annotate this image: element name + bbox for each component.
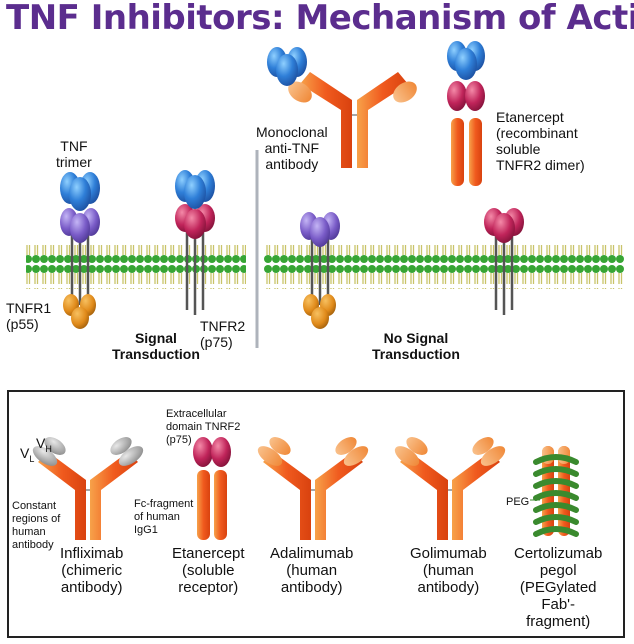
signal-transduction-label: Signal Transduction [112,330,200,362]
tnfr2-unbound [484,208,524,315]
certolizumab-name: Certolizumab pegol (PEGylated Fab'- frag… [514,545,603,630]
infliximab-molecule [32,437,144,540]
vh-subscript: H [45,443,52,454]
extracellular-label: Extracellular domain TNRF2 (p75) [166,408,241,446]
peg-label: PEG [506,496,530,508]
vl-letter: V [20,445,30,461]
monoclonal-label: Monoclonal anti-TNF antibody [256,124,328,172]
fc-fragment-label: Fc-fragment of human IgG1 [134,498,194,536]
golimumab-molecule [394,437,506,540]
tnf-trimer-label: TNF trimer [56,138,92,170]
drug-structures-panel [7,390,625,638]
cell-membrane-right [264,245,624,289]
constant-regions-label: Constant regions of human antibody [12,500,61,551]
etanercept-name: Etanercept (soluble receptor) [172,545,245,596]
infliximab-name: Infliximab (chimeric antibody) [60,545,124,596]
etanercept-bound [447,41,485,186]
tnfr1-unbound [300,212,340,329]
tnfr1-label: TNFR1 (p55) [6,300,52,332]
tnfr2-complex [175,170,215,315]
adalimumab-name: Adalimumab (human antibody) [270,545,354,596]
vh-label: VH [36,435,52,457]
adalimumab-molecule [257,437,369,540]
vl-label: VL [20,445,34,467]
golimumab-name: Golimumab (human antibody) [410,545,487,596]
page-title: TNF Inhibitors: Mechanism of Action [6,0,634,38]
cell-membrane-left [26,245,246,289]
etanercept-top-label: Etanercept (recombinant soluble TNFR2 di… [496,109,585,173]
no-signal-label: No Signal Transduction [372,330,460,362]
monoclonal-antibody-bound [267,47,417,168]
vh-letter: V [36,435,46,451]
vl-subscript: L [29,453,35,464]
tnfr2-label: TNFR2 (p75) [200,318,246,350]
tnfr1-complex [60,172,100,329]
etanercept-molecule [193,437,231,540]
certolizumab-molecule [530,446,579,537]
